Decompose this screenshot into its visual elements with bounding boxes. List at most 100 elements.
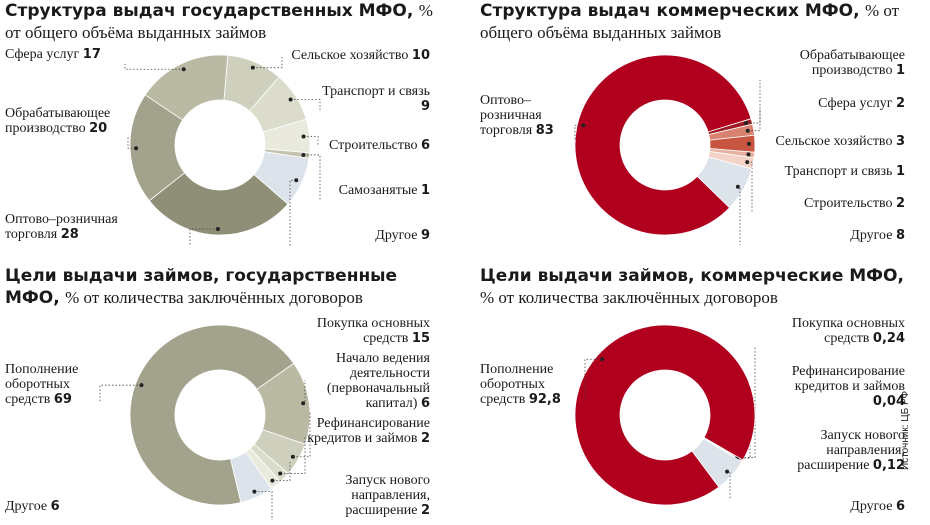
category-label: Другое xyxy=(850,499,893,514)
leader-dot xyxy=(278,471,283,476)
leader-line xyxy=(272,462,291,482)
leader-line xyxy=(292,412,311,458)
leader-dot xyxy=(270,478,275,483)
slice-label: Обрабатывающее производство 1 xyxy=(745,48,905,78)
slice-label: Сфера услуг 2 xyxy=(755,96,905,111)
category-label: Строительство xyxy=(803,196,893,211)
chart-title: Цели выдачи займов, государственные МФО,… xyxy=(5,265,435,309)
leader-dot xyxy=(134,146,139,151)
category-label: Самозанятые xyxy=(338,183,418,198)
value-label: 9 xyxy=(420,228,430,243)
category-label: Запуск нового направления, расширение xyxy=(797,428,905,473)
category-label: Другое xyxy=(850,228,893,243)
leader-dot xyxy=(215,226,220,231)
leader-dot xyxy=(301,152,306,157)
slice-label: Пополнение оборотных средств 69 xyxy=(5,362,105,407)
category-label: Пополнение оборотных средств xyxy=(5,362,79,407)
leader-dot xyxy=(746,141,751,146)
leader-dot xyxy=(735,184,740,189)
slice-label: Сельское хозяйство 3 xyxy=(745,134,905,149)
slice-label: Другое 6 xyxy=(805,499,905,514)
value-label: 1 xyxy=(895,63,905,78)
donut-slice xyxy=(574,54,752,236)
title-text: Структура выдач коммерческих МФО, xyxy=(480,1,860,21)
leader-line xyxy=(252,57,283,69)
slice-label: Сфера услуг 17 xyxy=(5,47,145,62)
category-label: Обрабатывающее производство xyxy=(799,48,905,78)
donut-slice xyxy=(574,324,756,506)
chart-title: Структура выдач государственных МФО, % о… xyxy=(5,0,435,44)
leader-dot xyxy=(294,178,299,183)
donut-slice xyxy=(129,324,295,506)
category-label: Транспорт и связь xyxy=(784,164,893,179)
value-label: 20 xyxy=(89,121,108,136)
value-label: 8 xyxy=(895,228,905,243)
slice-label: Оптово–розничная торговля 83 xyxy=(480,93,575,138)
value-label: 83 xyxy=(535,123,554,138)
value-label: 0,24 xyxy=(872,331,905,346)
leader-dot xyxy=(746,152,751,157)
slice-label: Транспорт и связь 1 xyxy=(745,164,905,179)
leader-dot xyxy=(725,469,730,474)
slice-label: Строительство 6 xyxy=(290,138,430,153)
slice-label: Другое 8 xyxy=(785,228,905,243)
category-label: Начало ведения деятельности (первоначаль… xyxy=(326,351,430,411)
value-label: 15 xyxy=(411,331,430,346)
value-label: 6 xyxy=(50,499,60,514)
value-label: 2 xyxy=(895,196,905,211)
category-label: Оптово–розничная торговля xyxy=(480,93,542,138)
value-label: 6 xyxy=(420,138,430,153)
title-text: Цели выдачи займов, государственные МФО, xyxy=(5,266,398,308)
chart-title: Цели выдачи займов, коммерческие МФО, % … xyxy=(480,265,910,309)
value-label: 69 xyxy=(53,392,72,407)
slice-label: Покупка основных средств 0,24 xyxy=(765,316,905,346)
value-label: 9 xyxy=(420,99,430,114)
category-label: Покупка основных средств xyxy=(316,316,430,346)
leader-line xyxy=(747,110,761,132)
subtitle: % от количества заключённых договоров xyxy=(65,288,363,307)
leader-dot xyxy=(181,67,186,72)
leader-line xyxy=(303,136,319,146)
donut-slice xyxy=(144,54,229,121)
chart-title: Структура выдач коммерческих МФО, % от о… xyxy=(480,0,910,44)
leader-dot xyxy=(252,489,257,494)
leader-line xyxy=(254,491,273,520)
category-label: Другое xyxy=(375,228,418,243)
value-label: 1 xyxy=(895,164,905,179)
value-label: 1 xyxy=(420,183,430,198)
leader-line xyxy=(303,154,321,200)
leader-dot xyxy=(290,454,295,459)
value-label: 6 xyxy=(420,396,430,411)
slice-label: Запуск нового направления, расширение 2 xyxy=(315,473,430,518)
category-label: Транспорт и связь xyxy=(322,84,430,99)
value-label: 6 xyxy=(895,499,905,514)
category-label: Сельское хозяйство xyxy=(291,48,409,63)
slice-label: Транспорт и связь 9 xyxy=(320,84,430,114)
category-label: Сфера услуг xyxy=(818,96,893,111)
slice-label: Рефинансирование кредитов и займов 0,04 xyxy=(765,364,905,409)
leader-line xyxy=(574,124,584,140)
value-label: 10 xyxy=(411,48,430,63)
subtitle: % от общего объёма выданных займов xyxy=(480,1,900,42)
leader-line xyxy=(289,179,297,246)
leader-line xyxy=(746,80,761,124)
title-text: Цели выдачи займов, коммерческие МФО, xyxy=(480,266,904,286)
donut-slice xyxy=(148,172,289,236)
slice-label: Начало ведения деятельности (первоначаль… xyxy=(305,351,430,411)
leader-line xyxy=(280,437,306,474)
category-label: Рефинансирование кредитов и займов xyxy=(791,364,905,394)
subtitle: % от общего объёма выданных займов xyxy=(5,1,433,42)
leader-line xyxy=(747,161,753,212)
slice-label: Пополнение оборотных средств 92,8 xyxy=(480,362,590,407)
value-label: 92,8 xyxy=(528,392,561,407)
value-label: 28 xyxy=(60,227,79,242)
slice-label: Рефинансирование кредитов и займов 2 xyxy=(305,416,430,446)
leader-dot xyxy=(139,383,144,388)
value-label: 0,12 xyxy=(872,458,905,473)
category-label: Обрабатывающее производство xyxy=(5,106,111,136)
slice-label: Самозанятые 1 xyxy=(290,183,430,198)
value-label: 2 xyxy=(895,96,905,111)
category-label: Строительство xyxy=(328,138,418,153)
leader-dot xyxy=(745,128,750,133)
